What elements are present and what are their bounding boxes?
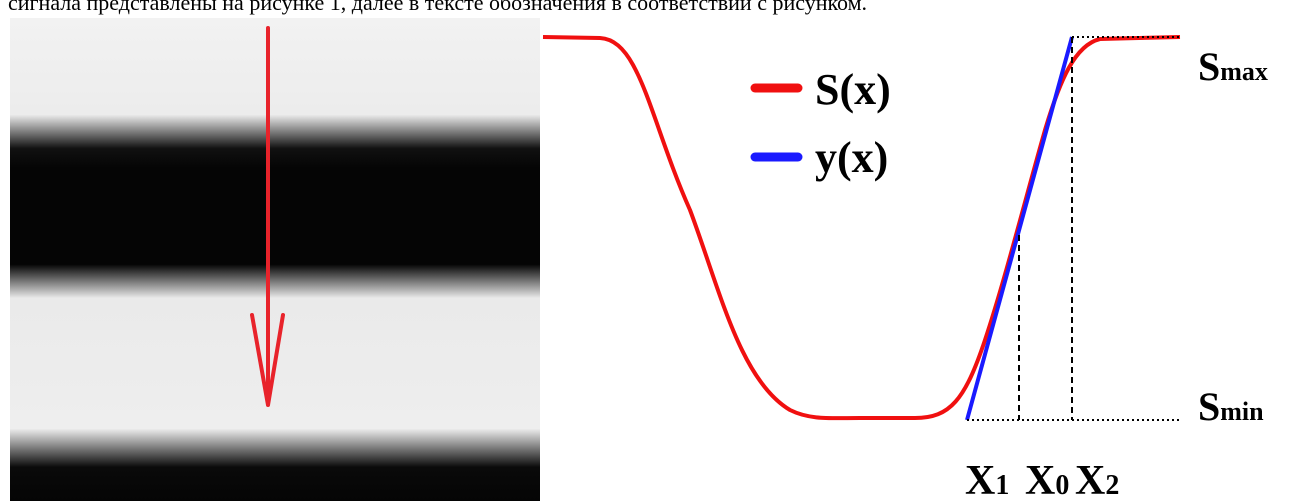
x2-label: X2: [1075, 458, 1119, 501]
label-sub: 2: [1105, 470, 1119, 501]
x1-label: X1: [965, 458, 1009, 501]
label-sub: 0: [1055, 470, 1069, 501]
tangent-line: [967, 37, 1072, 420]
s-max-label: Smax: [1198, 44, 1268, 89]
caption-fragment: сигнала представлены на рисунке 1, далее…: [8, 0, 867, 15]
label-sub: 1: [995, 470, 1009, 501]
figure: сигнала представлены на рисунке 1, далее…: [0, 0, 1298, 501]
x0-label: X0: [1025, 458, 1069, 501]
legend-label: y(x): [815, 133, 888, 182]
label-base: X: [1075, 458, 1105, 501]
guide-lines: [967, 37, 1180, 420]
label-base: X: [965, 458, 995, 501]
label-base: S: [1198, 384, 1220, 429]
s-min-label: Smin: [1198, 384, 1264, 429]
label-sub: min: [1220, 397, 1264, 426]
label-base: S: [1198, 44, 1220, 89]
stripe-image: [10, 18, 540, 501]
label-sub: max: [1220, 57, 1268, 86]
label-base: X: [1025, 458, 1055, 501]
legend-label: S(x): [815, 65, 891, 114]
